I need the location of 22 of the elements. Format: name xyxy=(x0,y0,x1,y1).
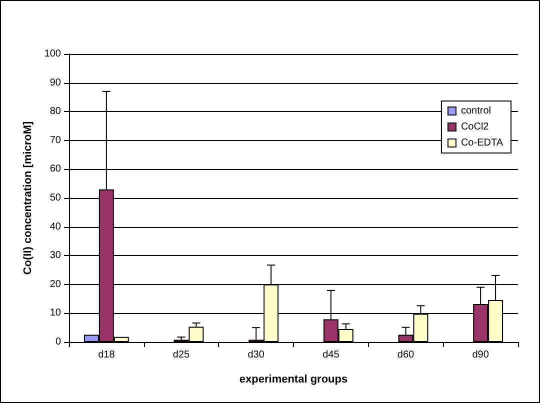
y-tick-label: 40 xyxy=(50,221,62,232)
x-tick-label: d18 xyxy=(98,350,116,360)
legend-label: control xyxy=(460,106,491,116)
y-tick-label: 100 xyxy=(44,48,62,60)
y-tick-label: 50 xyxy=(50,192,62,204)
x-tick-label: d60 xyxy=(397,350,415,360)
x-tick-label: d45 xyxy=(322,350,340,360)
y-tick-label: 60 xyxy=(50,164,62,175)
y-tick-label: 90 xyxy=(50,77,62,88)
y-tick-label: 0 xyxy=(55,336,62,348)
y-tick-label: 20 xyxy=(50,278,62,290)
y-tick-label: 30 xyxy=(50,250,62,262)
legend-label: Co-EDTA xyxy=(460,138,504,148)
x-tick-label: d25 xyxy=(172,350,190,360)
x-tick-label: d90 xyxy=(472,350,490,360)
legend-label: CoCl2 xyxy=(460,122,490,132)
y-tick-label: 80 xyxy=(50,106,62,118)
y-tick-label: 70 xyxy=(50,134,62,146)
y-tick-label: 10 xyxy=(50,308,62,319)
x-tick-label: d30 xyxy=(248,350,265,360)
x-axis-title: experimental groups xyxy=(239,374,348,386)
y-axis-title: Co(II) concentration [microM] xyxy=(22,120,34,275)
